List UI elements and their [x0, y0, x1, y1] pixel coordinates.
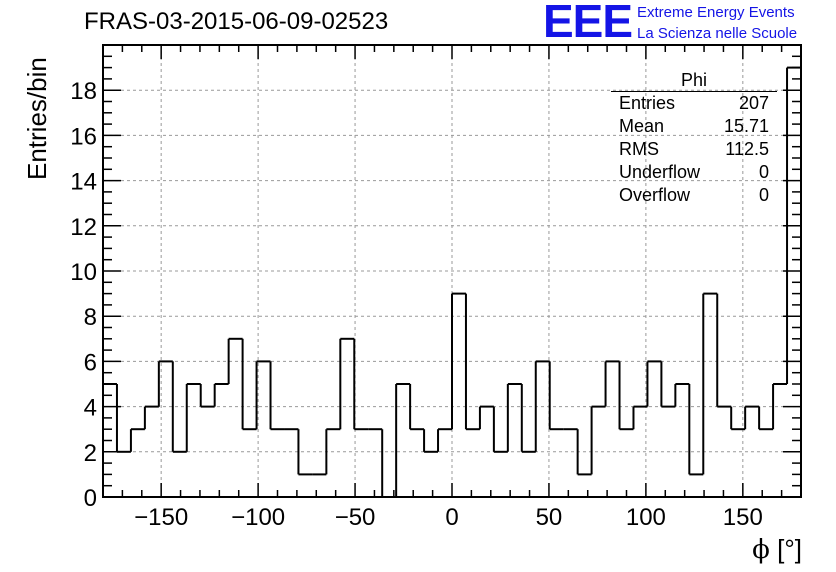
y-tick-label: 16: [70, 123, 97, 150]
x-tick-label: 150: [723, 504, 763, 531]
stats-label: Underflow: [619, 162, 701, 182]
y-tick-label: 6: [84, 349, 97, 376]
stats-title: Phi: [611, 70, 777, 92]
x-tick-label: 0: [445, 504, 458, 531]
x-tick-label: −50: [335, 504, 376, 531]
eee-logo: EEE: [543, 0, 633, 47]
y-tick-label: 14: [70, 169, 97, 196]
y-tick-label: 2: [84, 440, 97, 467]
stats-value: 112.5: [725, 139, 769, 159]
x-axis-label: ϕ [°]: [752, 534, 802, 565]
axis-ticks: [102, 45, 802, 498]
stats-row-rms: RMS 112.5: [611, 138, 777, 161]
stats-value: 207: [738, 93, 769, 113]
stats-label: Mean: [619, 116, 665, 136]
chart-title: FRAS-03-2015-06-09-02523: [84, 8, 389, 35]
stats-row-overflow: Overflow 0: [611, 184, 777, 207]
x-axis-unit: [°]: [777, 534, 802, 564]
stats-label: RMS: [619, 139, 659, 159]
x-tick-label: 100: [626, 504, 666, 531]
stats-box: Phi Entries 207 Mean 15.71 RMS 112.5 Und…: [611, 70, 777, 207]
stats-value: 15.71: [723, 116, 769, 136]
plot-frame: [102, 44, 802, 498]
x-tick-label: −100: [231, 504, 285, 531]
y-axis-label: Entries/bin: [22, 57, 52, 180]
y-tick-label: 12: [70, 214, 97, 241]
stats-label: Entries: [619, 93, 676, 113]
x-tick-label: −150: [134, 504, 188, 531]
logo-tagline-2: La Scienza nelle Scuole: [637, 25, 798, 42]
y-tick-label: 4: [84, 395, 97, 422]
stats-label: Overflow: [619, 185, 691, 205]
y-tick-label: 8: [84, 304, 97, 331]
stats-row-mean: Mean 15.71: [611, 115, 777, 138]
histogram: [103, 66, 801, 498]
stats-value: 0: [758, 162, 769, 182]
x-tick-label: 50: [536, 504, 563, 531]
y-tick-label: 0: [84, 485, 97, 512]
tick-labels: −150 −100 −50 0 50 100 150 0 2 4 6 8 10 12 14 16 18: [70, 78, 763, 531]
stats-row-entries: Entries 207: [611, 92, 777, 115]
x-axis-symbol: ϕ: [752, 535, 770, 565]
y-tick-label: 18: [70, 78, 97, 105]
stats-value: 0: [758, 185, 769, 205]
logo-tagline-1: Extreme Energy Events: [637, 4, 795, 21]
stats-row-underflow: Underflow 0: [611, 161, 777, 184]
y-tick-label: 10: [70, 259, 97, 286]
